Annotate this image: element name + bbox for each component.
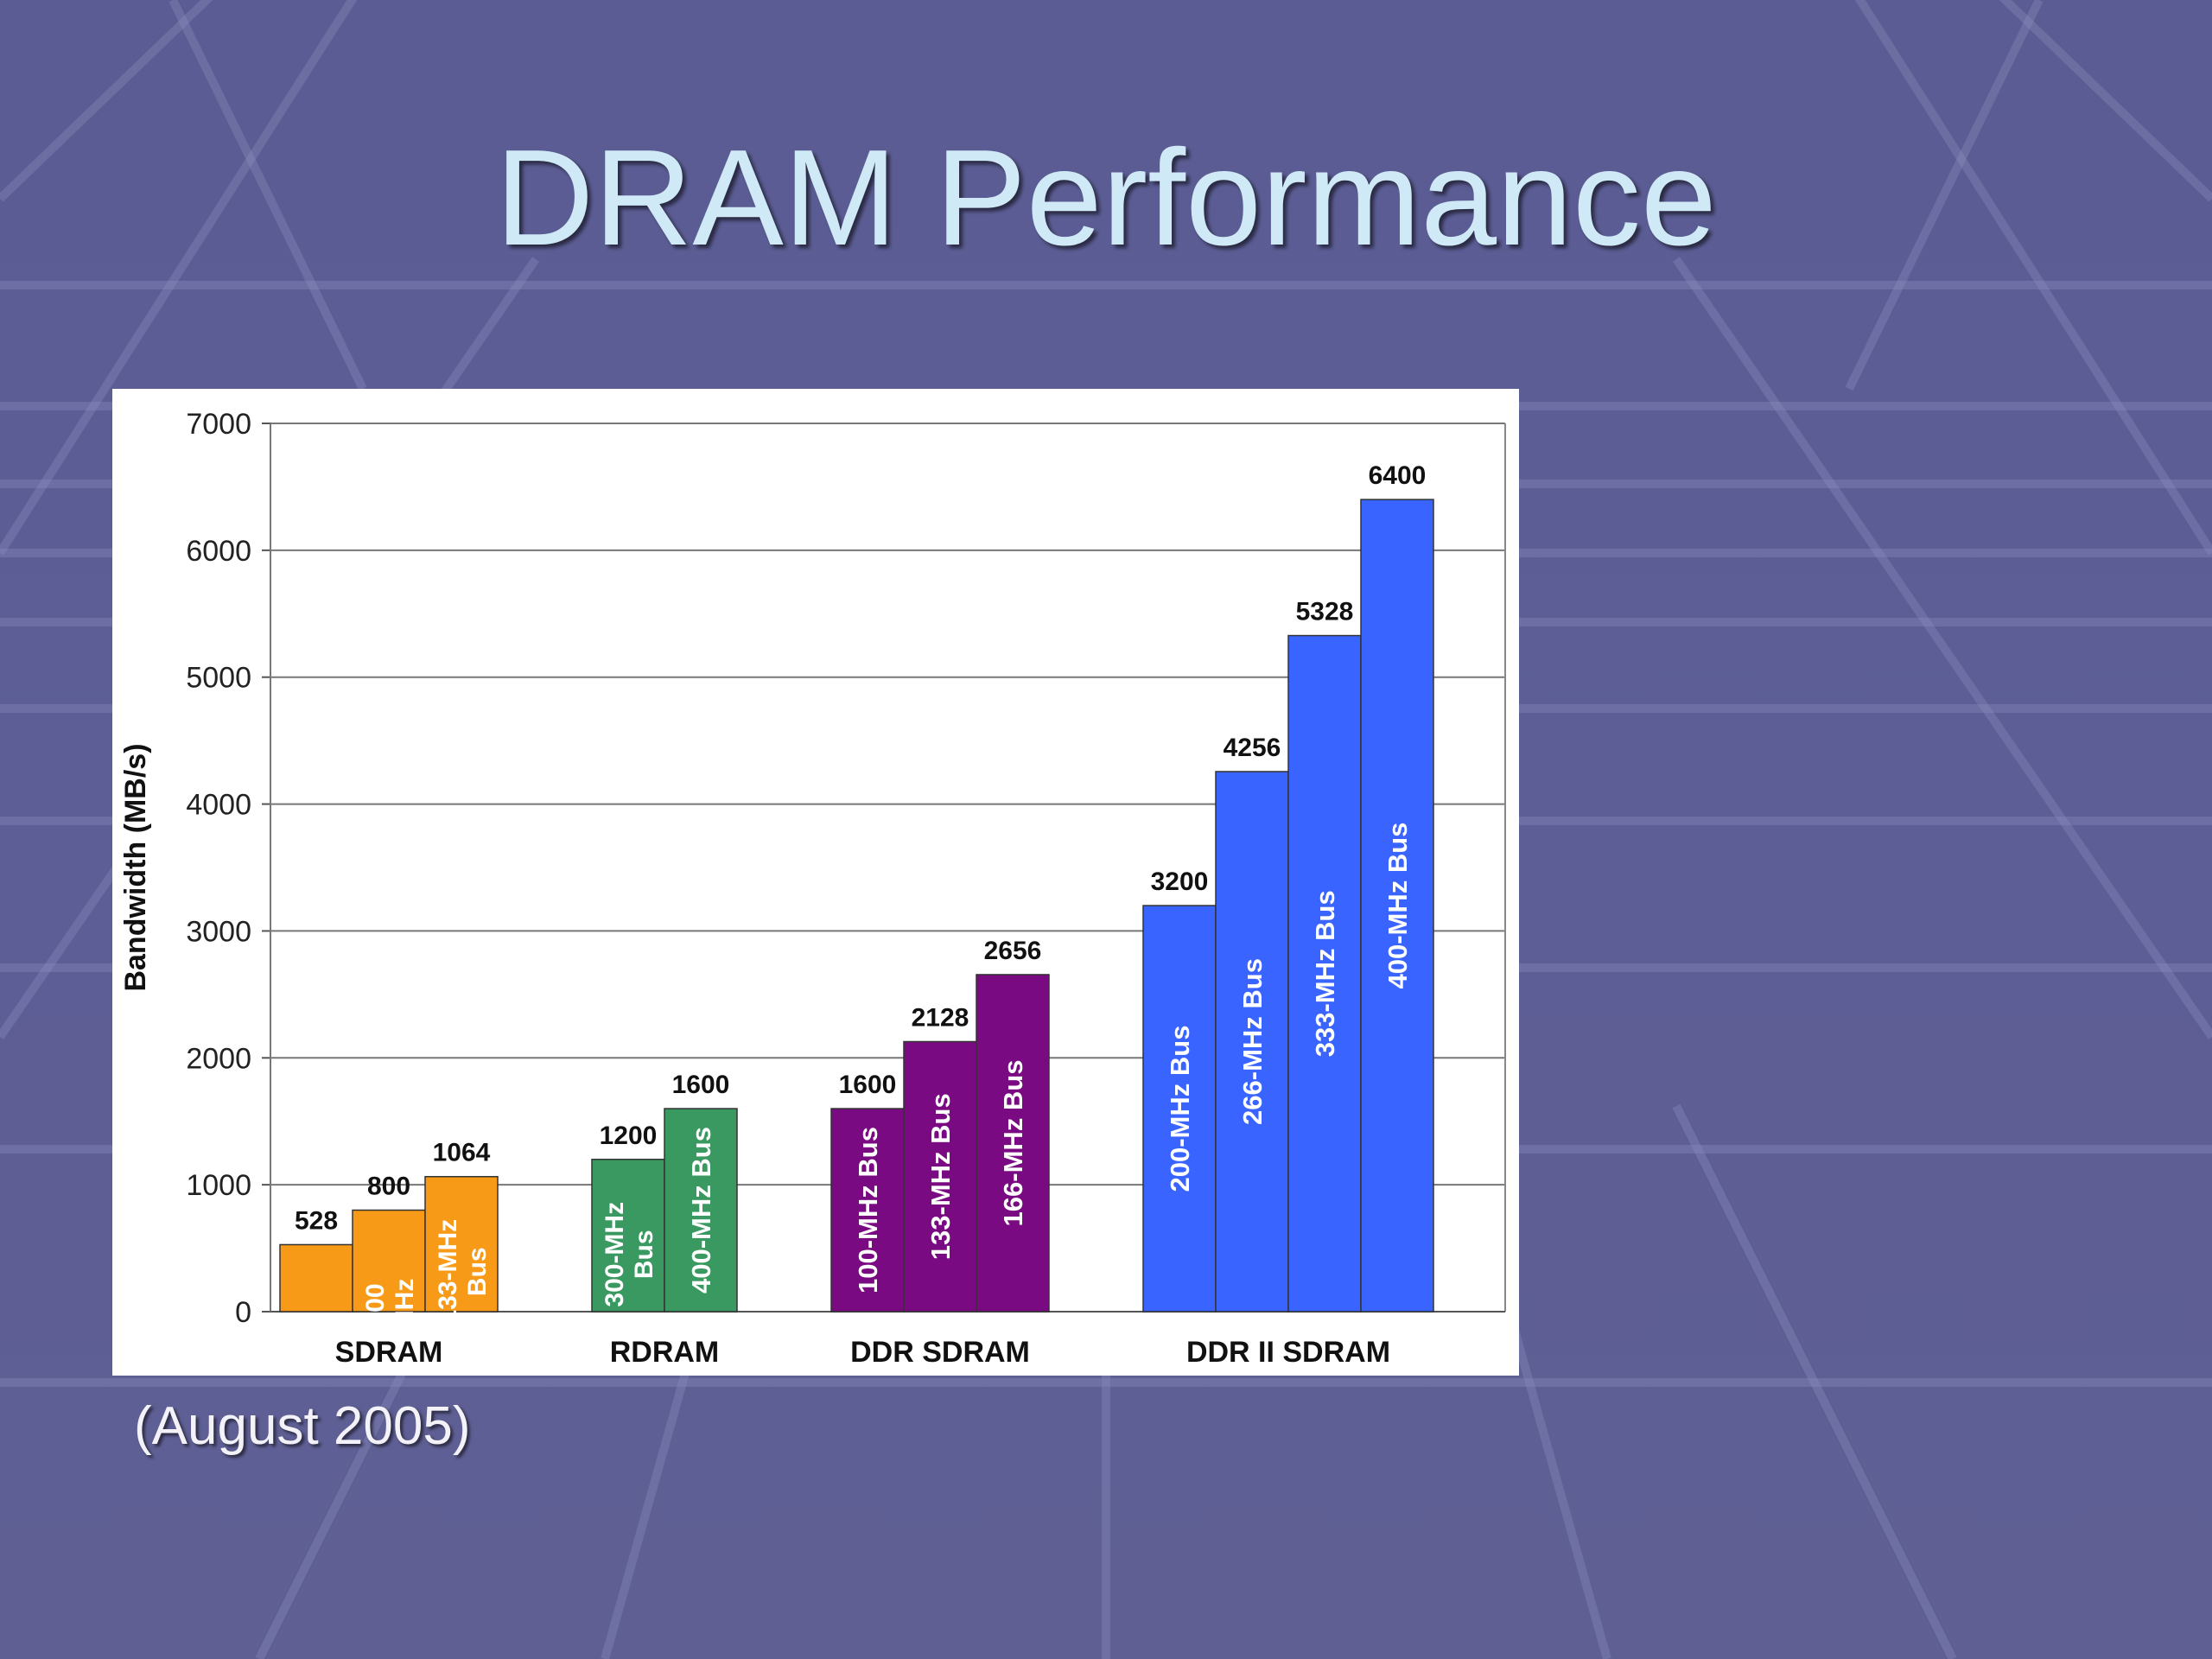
bar-inner-label: MHz [318,1313,346,1367]
bar-value-label: 2128 [912,1003,969,1032]
bar [1360,499,1434,1313]
bar-value-label: 5328 [1296,598,1354,626]
bar-value-label: 3200 [1151,868,1209,896]
bar-value-label: 800 [367,1173,410,1201]
bar-inner-label: 100-MHz Bus [853,1127,883,1294]
bandwidth-chart: 0 1000 2000 3000 4000 5000 6000 7000 Bandwidth (… [119,408,1506,1369]
bar-inner-label: 100 [361,1283,390,1326]
y-tick-label: 4000 [186,789,251,822]
category-label: RDRAM [610,1336,720,1369]
bar-value-label: 1200 [600,1122,658,1150]
bar-value-label: 528 [295,1206,338,1235]
bar-value-label: 4256 [1224,734,1281,762]
category-label: SDRAM [335,1336,443,1369]
chart-panel: 0 1000 2000 3000 4000 5000 6000 7000 Bandwidth (… [112,389,1519,1376]
bar [591,1159,665,1313]
bar [1215,771,1289,1313]
category-label: DDR SDRAM [850,1336,1030,1369]
bar-inner-label: Bus [630,1230,658,1279]
y-axis-label: Bandwidth (MB/s) [119,743,152,991]
bar-inner-label: Bus [463,1247,492,1296]
bar-inner-label: 133-MHz Bus [925,1093,956,1260]
category-label: DDR II SDRAM [1186,1336,1390,1369]
bar [903,1040,977,1313]
bar-value-label: 1064 [433,1139,491,1167]
bar-value-label: 1600 [672,1071,730,1099]
y-tick-label: 6000 [186,535,251,568]
bar [1287,634,1362,1313]
y-tick-label: 1000 [186,1169,251,1202]
slide-caption: (August 2005) [134,1396,471,1456]
bar-inner-label: 66 [289,1325,317,1354]
y-tick-label: 3000 [186,915,251,948]
bar [830,1108,905,1313]
bar-inner-label: 266-MHz Bus [1237,958,1268,1125]
bar-inner-label: 333-MHz Bus [1310,890,1340,1057]
y-tick-label: 0 [235,1296,251,1329]
bar-value-label: 1600 [839,1071,897,1099]
bar-inner-label: 300-MHz [601,1202,629,1307]
bar-inner-label: 400-MHz Bus [1382,823,1413,989]
bar-inner-label: 166-MHz Bus [998,1060,1028,1227]
bar [1142,905,1217,1313]
y-tick-label: 2000 [186,1042,251,1075]
bar [424,1175,499,1313]
bar-inner-label: 133-MHz [434,1219,462,1325]
bar [976,974,1050,1313]
bar-inner-label: 200-MHz Bus [1165,1026,1195,1192]
y-tick-label: 7000 [186,408,251,441]
bar-value-label: 6400 [1369,461,1427,490]
bar-inner-label: 400-MHz Bus [686,1127,716,1294]
bar-value-label: 2656 [984,937,1042,965]
slide-title: DRAM Performance [495,122,1717,274]
bar-inner-label: MHz [391,1279,419,1332]
bar [279,1243,353,1313]
bar [664,1108,738,1313]
y-tick-label: 5000 [186,662,251,695]
